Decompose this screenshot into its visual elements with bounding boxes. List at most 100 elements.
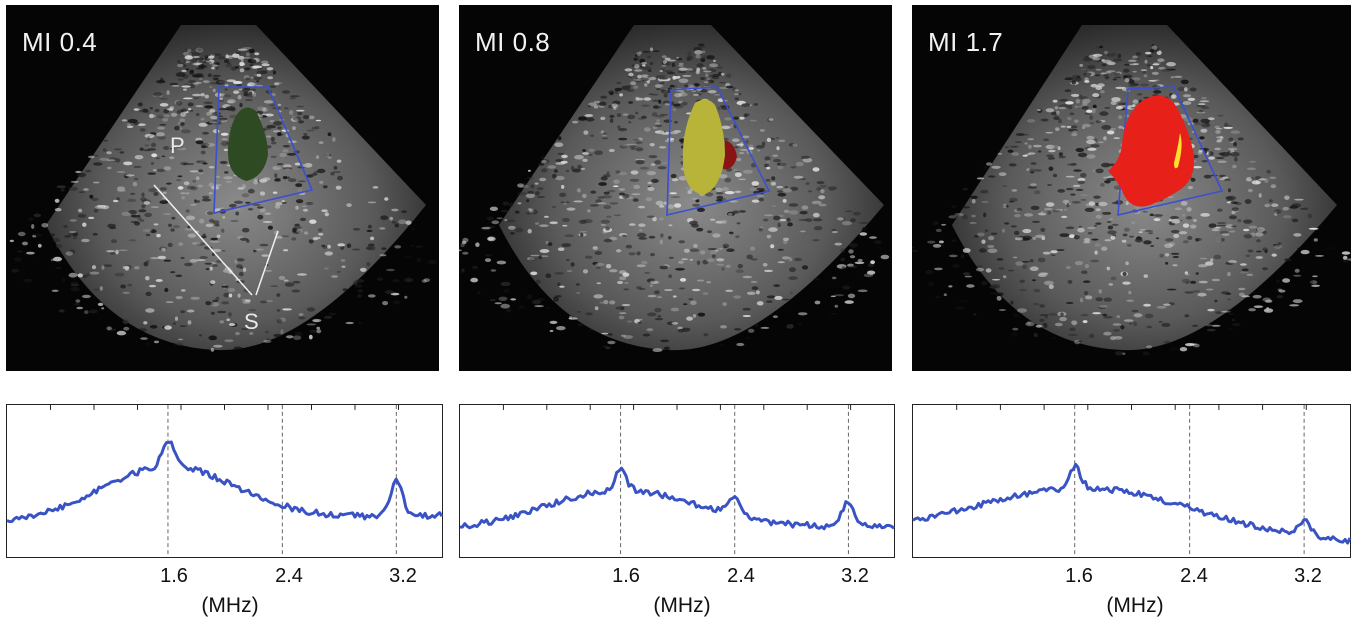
speckle bbox=[1146, 345, 1153, 349]
speckle bbox=[697, 312, 706, 317]
speckle bbox=[171, 85, 180, 87]
speckle bbox=[1095, 202, 1099, 206]
speckle bbox=[657, 315, 662, 318]
speckle bbox=[1103, 136, 1107, 141]
speckle bbox=[1095, 297, 1103, 302]
speckle bbox=[1102, 211, 1112, 215]
speckle bbox=[541, 168, 548, 173]
speckle bbox=[686, 55, 694, 61]
speckle bbox=[969, 221, 977, 225]
speckle bbox=[207, 73, 212, 78]
speckle bbox=[240, 59, 244, 62]
speckle bbox=[691, 89, 697, 93]
speckle bbox=[1029, 266, 1039, 272]
speckle bbox=[528, 257, 537, 261]
speckle bbox=[534, 305, 544, 308]
speckle bbox=[813, 226, 823, 231]
speckle bbox=[714, 249, 719, 252]
speckle bbox=[982, 165, 988, 170]
speckle bbox=[633, 58, 638, 61]
speckle bbox=[1122, 271, 1127, 277]
speckle bbox=[1231, 318, 1235, 322]
speckle bbox=[180, 310, 186, 314]
speckle bbox=[1284, 258, 1292, 262]
speckle bbox=[262, 220, 273, 224]
speckle bbox=[147, 148, 157, 151]
speckle bbox=[828, 188, 835, 191]
speckle bbox=[797, 323, 803, 325]
speckle bbox=[1043, 280, 1054, 286]
speckle bbox=[1090, 144, 1100, 148]
speckle bbox=[557, 136, 562, 141]
speckle bbox=[1118, 125, 1123, 129]
speckle bbox=[1134, 238, 1143, 243]
speckle bbox=[181, 196, 185, 200]
speckle bbox=[1104, 50, 1108, 55]
speckle bbox=[1011, 332, 1018, 337]
speckle bbox=[175, 295, 183, 300]
speckle bbox=[140, 197, 147, 202]
speckle bbox=[340, 259, 346, 262]
speckle bbox=[1052, 173, 1058, 178]
speckle bbox=[1039, 314, 1049, 316]
speckle bbox=[693, 243, 698, 248]
speckle bbox=[128, 210, 137, 215]
speckle bbox=[694, 50, 703, 55]
speckle bbox=[830, 295, 836, 298]
speckle bbox=[1026, 168, 1031, 172]
speckle bbox=[128, 239, 137, 242]
speckle bbox=[120, 284, 126, 289]
speckle bbox=[1048, 284, 1054, 290]
speckle bbox=[461, 268, 465, 272]
speckle bbox=[195, 160, 206, 164]
speckle bbox=[195, 73, 204, 77]
speckle bbox=[628, 252, 636, 256]
ultrasound-image-mi-0-4: MI 0.4 P S bbox=[6, 5, 439, 371]
speckle bbox=[484, 258, 492, 262]
speckle bbox=[540, 159, 550, 164]
speckle bbox=[827, 186, 838, 190]
speckle bbox=[1106, 266, 1111, 271]
speckle bbox=[233, 346, 243, 350]
speckle bbox=[387, 268, 397, 272]
speckle bbox=[224, 171, 229, 174]
speckle bbox=[92, 232, 98, 236]
speckle bbox=[962, 248, 971, 253]
speckle bbox=[1265, 299, 1273, 303]
speckle bbox=[1033, 169, 1043, 172]
speckle bbox=[328, 312, 336, 316]
speckle bbox=[1025, 321, 1035, 327]
speckle bbox=[1126, 243, 1132, 247]
speckle bbox=[253, 180, 258, 185]
speckle bbox=[203, 101, 213, 105]
speckle bbox=[1073, 169, 1082, 172]
speckle bbox=[932, 244, 942, 248]
speckle bbox=[777, 248, 784, 251]
speckle bbox=[624, 282, 629, 284]
speckle bbox=[729, 231, 734, 235]
speckle bbox=[566, 259, 570, 261]
speckle bbox=[173, 225, 180, 229]
speckle bbox=[863, 273, 874, 278]
speckle bbox=[659, 217, 664, 221]
speckle bbox=[672, 107, 677, 112]
speckle bbox=[734, 97, 739, 101]
speckle bbox=[145, 291, 152, 297]
speckle bbox=[1238, 292, 1245, 297]
speckle bbox=[620, 334, 626, 337]
speckle bbox=[671, 178, 679, 182]
speckle bbox=[1050, 336, 1058, 339]
speckle bbox=[765, 178, 771, 182]
speckle bbox=[22, 241, 28, 246]
speckle bbox=[9, 239, 14, 243]
speckle bbox=[261, 60, 269, 65]
speckle bbox=[991, 165, 1001, 169]
speckle bbox=[1278, 289, 1286, 293]
speckle bbox=[607, 189, 616, 193]
speckle bbox=[1189, 87, 1197, 92]
speckle bbox=[678, 64, 684, 67]
speckle bbox=[280, 329, 284, 335]
speckle bbox=[145, 308, 155, 313]
speckle bbox=[205, 301, 211, 306]
speckle bbox=[1032, 279, 1036, 282]
